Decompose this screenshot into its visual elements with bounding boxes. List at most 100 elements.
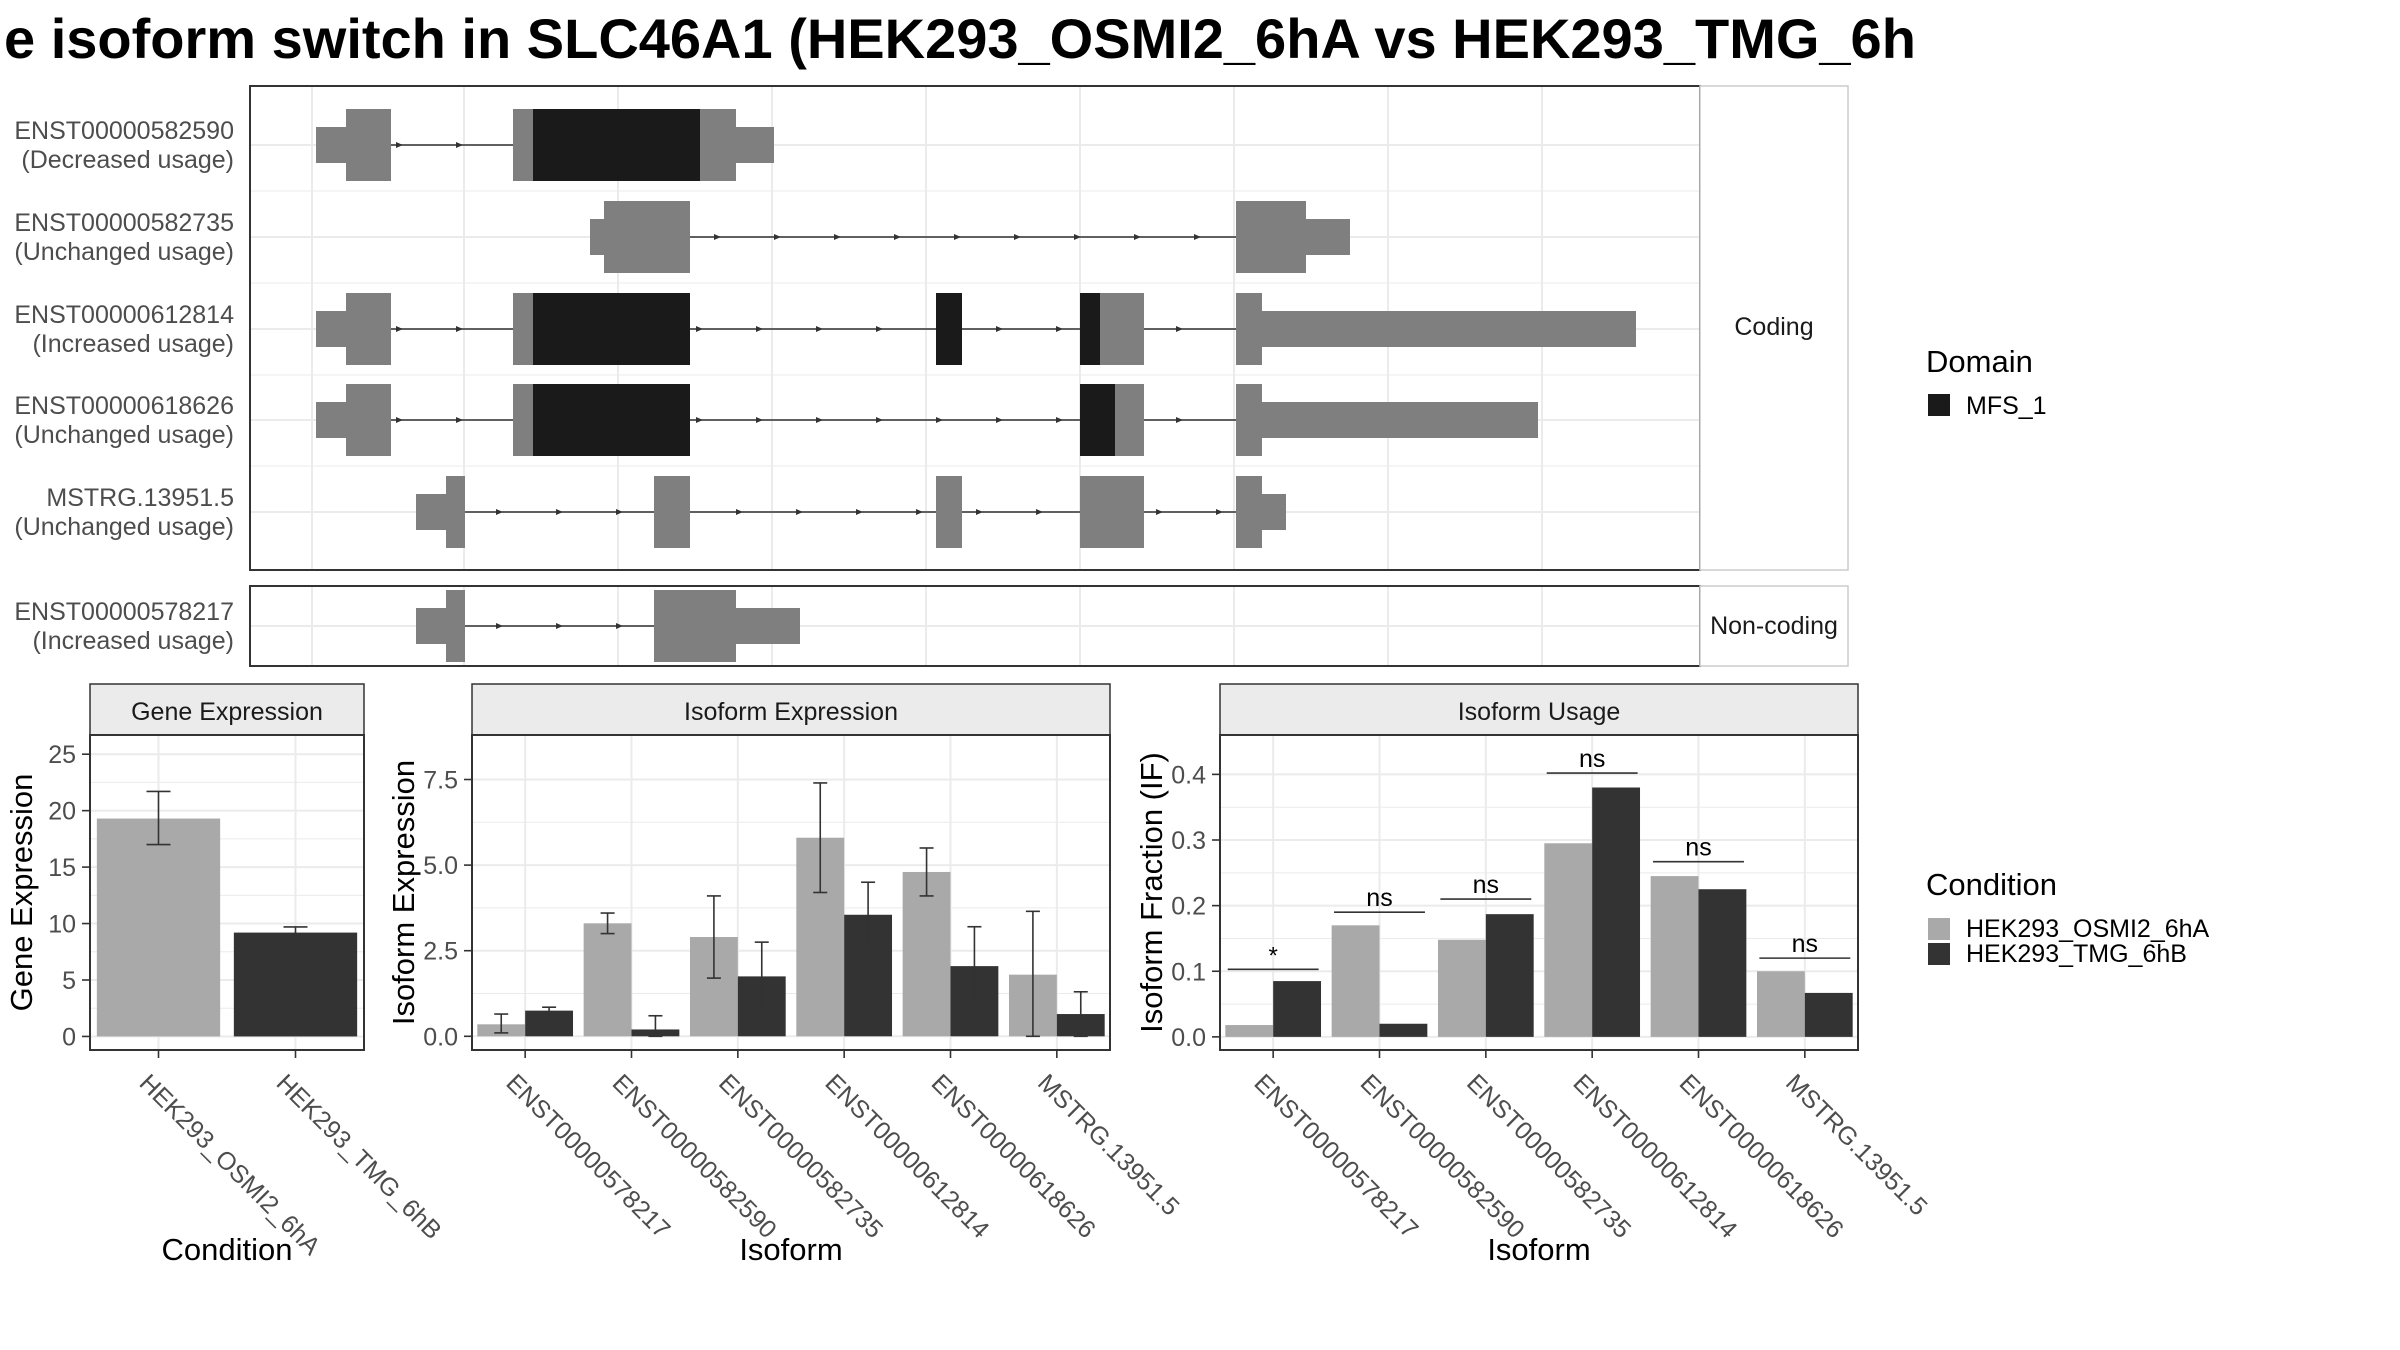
transcript-id-label: ENST00000582590 — [14, 117, 234, 145]
noncoding-strip — [1699, 585, 1849, 667]
y-axis-title: Gene Expression — [4, 774, 39, 1012]
bar-HEK293_OSMI2_6hA-ENST00000578217 — [1225, 1025, 1274, 1037]
coding-exon — [513, 384, 533, 456]
plot-border — [471, 734, 1111, 1051]
significance-label: * — [1268, 942, 1277, 969]
coding-exon — [654, 476, 690, 548]
utr-exon — [316, 311, 346, 347]
intron-arrow — [396, 142, 403, 148]
intron-arrow — [756, 326, 763, 332]
bar-HEK293_OSMI2_6hA-ENST00000618626 — [902, 871, 951, 1037]
domain-legend-key — [1928, 394, 1950, 416]
intron-arrow — [456, 142, 463, 148]
y-tick-label: 7.5 — [423, 767, 458, 795]
domain-exon — [533, 384, 690, 456]
domain-legend-title: Domain — [1926, 344, 2033, 379]
transcript-usage-label: (Unchanged usage) — [14, 238, 234, 266]
bar-HEK293_TMG_6hB — [233, 932, 358, 1037]
transcript-usage-label: (Unchanged usage) — [14, 421, 234, 449]
noncoding-strip-label: Non-coding — [1710, 612, 1838, 640]
bar-HEK293_OSMI2_6hA — [96, 818, 221, 1037]
y-tick-label: 10 — [48, 911, 76, 939]
significance-label: ns — [1473, 871, 1499, 899]
y-tick-label: 25 — [48, 741, 76, 769]
y-tick-label: 5.0 — [423, 852, 458, 880]
y-tick-label: 0.3 — [1171, 827, 1206, 855]
coding-strip — [1699, 85, 1849, 571]
significance-label: ns — [1792, 930, 1818, 958]
intron-arrow — [894, 234, 901, 240]
facet-strip-1 — [471, 683, 1111, 736]
coding-exon — [513, 293, 533, 365]
bar-HEK293_OSMI2_6hA-ENST00000582590 — [583, 923, 632, 1037]
domain-exon — [1080, 293, 1100, 365]
coding-exon — [513, 109, 533, 181]
intron-arrow — [396, 326, 403, 332]
intron-arrow — [936, 417, 943, 423]
utr-exon — [1262, 402, 1538, 438]
bar-HEK293_TMG_6hB-ENST00000578217 — [1273, 981, 1322, 1037]
intron-arrow — [976, 509, 983, 515]
coding-exon — [1100, 293, 1144, 365]
coding-exon — [1236, 476, 1262, 548]
intron-arrow — [996, 417, 1003, 423]
intron-arrow — [496, 623, 503, 629]
utr-exon — [736, 608, 800, 644]
utr-exon — [316, 402, 346, 438]
intron-arrow — [1176, 326, 1183, 332]
intron-arrow — [816, 417, 823, 423]
transcript-usage-label: (Decreased usage) — [21, 146, 234, 174]
intron-arrow — [456, 326, 463, 332]
bar-HEK293_TMG_6hB-ENST00000612814 — [1592, 787, 1641, 1037]
x-axis-title: Isoform — [739, 1232, 842, 1267]
bar-HEK293_OSMI2_6hA-MSTRG.13951.5 — [1756, 971, 1805, 1037]
facet-strip-0 — [89, 683, 365, 736]
domain-exon — [533, 293, 690, 365]
y-tick-label: 5 — [62, 967, 76, 995]
coding-exon — [346, 384, 391, 456]
domain-exon — [1080, 384, 1115, 456]
y-tick-label: 0.4 — [1171, 761, 1206, 789]
coding-exon — [346, 109, 391, 181]
coding-exon — [936, 476, 962, 548]
intron-arrow — [1074, 234, 1081, 240]
facet-strip-title: Isoform Expression — [684, 698, 898, 726]
plot-background — [472, 735, 1110, 1050]
intron-arrow — [496, 509, 503, 515]
bar-HEK293_TMG_6hB-ENST00000582735 — [1485, 914, 1534, 1037]
utr-exon — [1306, 219, 1350, 255]
intron-arrow — [696, 326, 703, 332]
coding-exon — [1115, 384, 1144, 456]
utr-exon — [590, 219, 604, 255]
plot-border — [1219, 734, 1859, 1051]
intron-arrow — [1216, 509, 1223, 515]
y-tick-label: 0.0 — [423, 1023, 458, 1051]
intron-arrow — [1194, 234, 1201, 240]
coding-exon — [604, 201, 690, 273]
coding-exon — [1236, 201, 1306, 273]
condition-legend-key — [1928, 943, 1950, 965]
condition-legend-title: Condition — [1926, 867, 2057, 902]
intron-arrow — [696, 417, 703, 423]
intron-arrow — [1056, 417, 1063, 423]
significance-label: ns — [1685, 834, 1711, 862]
y-tick-label: 20 — [48, 798, 76, 826]
intron-arrow — [736, 509, 743, 515]
intron-arrow — [1156, 509, 1163, 515]
significance-label: ns — [1579, 745, 1605, 773]
significance-label: ns — [1366, 884, 1392, 912]
utr-exon — [316, 127, 346, 163]
y-tick-label: 15 — [48, 854, 76, 882]
bar-HEK293_TMG_6hB-ENST00000582590 — [1379, 1023, 1428, 1037]
y-axis-title: Isoform Fraction (IF) — [1134, 752, 1169, 1033]
bar-HEK293_OSMI2_6hA-ENST00000582590 — [1331, 925, 1380, 1037]
intron-arrow — [714, 234, 721, 240]
utr-exon — [416, 608, 446, 644]
utr-exon — [736, 127, 774, 163]
transcript-id-label: ENST00000618626 — [14, 392, 234, 420]
condition-legend-key — [1928, 918, 1950, 940]
coding-strip-label: Coding — [1734, 313, 1813, 341]
intron-arrow — [856, 509, 863, 515]
intron-arrow — [456, 417, 463, 423]
